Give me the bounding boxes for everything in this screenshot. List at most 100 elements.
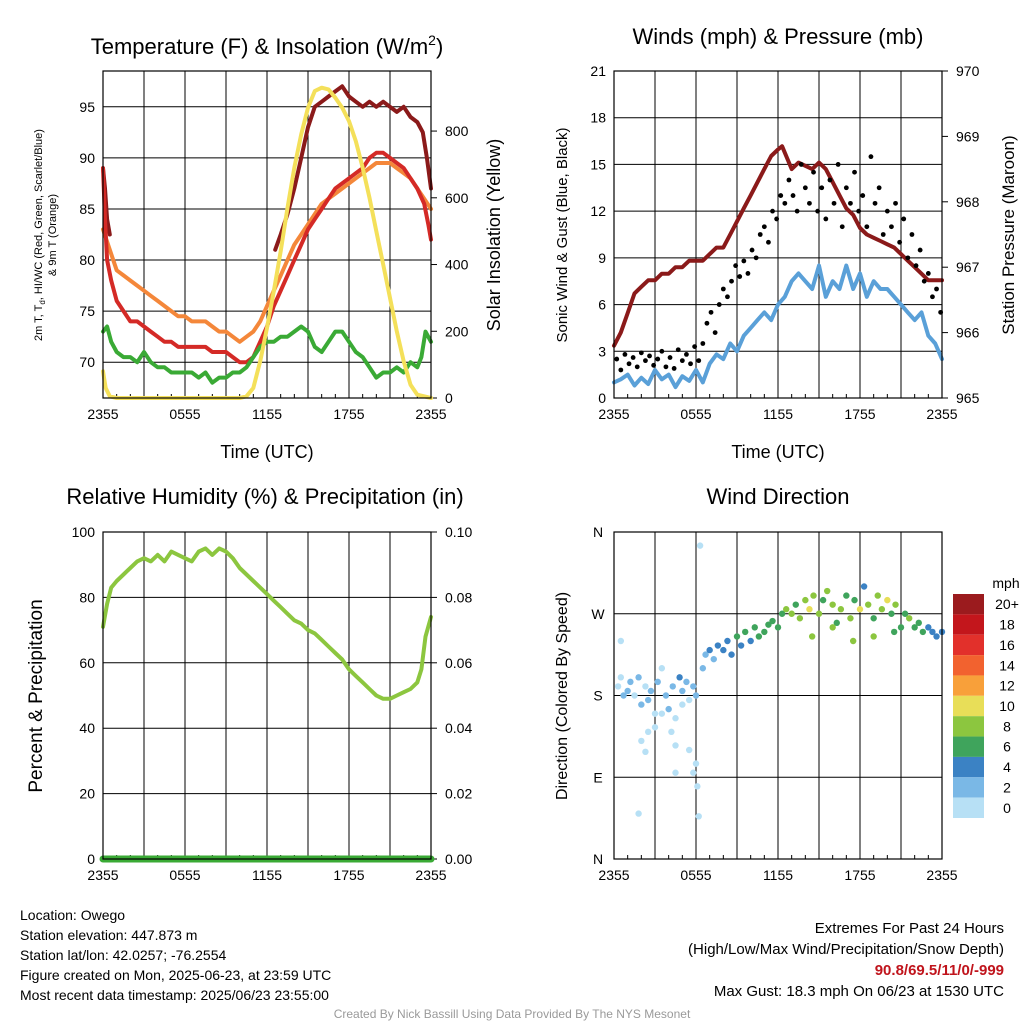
direction-point (933, 633, 940, 640)
temperature-frame (102, 70, 432, 399)
winds-ytick-label: 18 (590, 110, 606, 126)
direction-point (906, 615, 913, 622)
credit-line: Created By Nick Bassill Using Data Provi… (333, 1007, 691, 1021)
humidity-panel: Relative Humidity (%) & Precipitation (i… (26, 484, 464, 793)
colorbar-title: mph (992, 575, 1019, 591)
direction-point (733, 633, 741, 640)
winds-gust-point (729, 278, 734, 284)
winds-gust-point (889, 224, 894, 230)
winds-gust-point (720, 286, 726, 292)
winds-ytick-label: 9 (598, 250, 606, 266)
temperature-xtick-label: 2355 (415, 406, 446, 422)
humidity-ylabel-left: Percent & Precipitation (26, 599, 47, 792)
direction-point (865, 601, 872, 608)
winds-gust-point (897, 239, 903, 245)
colorbar-swatch (953, 756, 984, 778)
winds-gust-point (708, 309, 714, 315)
max-gust: Max Gust: 18.3 mph On 06/23 at 1530 UTC (713, 983, 1004, 1000)
temperature-y2tick-label: 400 (445, 257, 469, 273)
temperature-series-line (101, 150, 433, 365)
winds-gust-point (630, 355, 636, 360)
direction-point (874, 592, 881, 599)
winds-xtick-label: 1755 (844, 406, 875, 422)
winds-gust-point (741, 258, 747, 264)
humidity-ytick-label: 0 (87, 851, 95, 867)
direction-point (819, 596, 827, 604)
colorbar-label: 8 (1003, 718, 1011, 734)
winds-gust-point (852, 169, 857, 175)
temperature-y2tick-label: 200 (445, 323, 469, 339)
winds-gust-point (848, 200, 853, 206)
winds-gust-point (614, 356, 620, 362)
colorbar-label: 18 (999, 617, 1015, 633)
temperature-title-text: Temperature (F) & Insolation (W/m (91, 34, 428, 59)
direction-point (665, 705, 672, 713)
colorbar-label: 6 (1003, 739, 1011, 755)
direction-point (617, 637, 625, 645)
humidity-xtick-label: 1155 (252, 867, 282, 883)
direction-point (658, 710, 666, 717)
winds-y2tick-label: 967 (956, 259, 980, 275)
direction-ylabel-left: Direction (Colored By Speed) (554, 592, 571, 800)
temperature-ylabel-left-b: , HI/WC (Red, Green, Scarlet/Blue) (33, 129, 45, 300)
temperature-ylabel-left-2: & 9m T (Orange) (47, 194, 59, 276)
temperature-ylabel-left-a: 2m T, T (33, 304, 45, 341)
station-latlon: Station lat/lon: 42.0257; -76.2554 (20, 947, 227, 963)
direction-point (679, 701, 686, 708)
extremes-values: 90.8/69.5/11/0/-999 (874, 962, 1004, 979)
direction-point (662, 692, 670, 699)
winds-gust-point (647, 353, 652, 359)
temperature-ylabel-right: Solar Insolation (Yellow) (484, 139, 504, 331)
winds-gust-point (737, 274, 743, 279)
direction-point (802, 596, 809, 604)
direction-point (824, 587, 831, 595)
winds-xtick-label: 2355 (598, 406, 629, 422)
direction-point (847, 615, 854, 622)
direction-xtick-label: 1155 (763, 867, 793, 883)
direction-point (829, 624, 836, 631)
direction-point (911, 624, 918, 631)
direction-point (702, 651, 709, 658)
direction-point (915, 619, 922, 627)
direction-title: Wind Direction (706, 484, 849, 509)
station-info: Location: Owego Station elevation: 447.8… (20, 905, 331, 1005)
temperature-series-line (101, 324, 433, 385)
direction-point (856, 606, 864, 613)
winds-ytick-label: 12 (590, 203, 606, 219)
humidity-ytick-label: 40 (79, 720, 95, 736)
humidity-xtick-label: 2355 (87, 867, 118, 883)
winds-frame (613, 70, 943, 399)
extremes-box: Extremes For Past 24 Hours (High/Low/Max… (688, 918, 1004, 1002)
direction-point (685, 696, 693, 704)
winds-gust-point (921, 278, 927, 284)
winds-gust-point (831, 200, 837, 206)
direction-point (890, 628, 898, 636)
winds-xtick-label: 0555 (680, 406, 711, 422)
station-location: Location: Owego (20, 907, 126, 923)
winds-y2tick-label: 970 (956, 63, 980, 79)
direction-xtick-label: 2355 (598, 867, 629, 883)
direction-point (737, 642, 745, 649)
direction-ytick-label: S (593, 688, 602, 704)
winds-gust-point (733, 263, 739, 269)
figure-created: Figure created on Mon, 2025-06-23, at 23… (20, 967, 332, 983)
winds-gust-point (700, 341, 706, 346)
humidity-y2tick-label: 0.08 (445, 589, 472, 605)
winds-panel: Winds (mph) & Pressure (mb) Sonic Wind &… (554, 24, 1018, 462)
direction-point (672, 742, 679, 749)
direction-point (837, 606, 845, 613)
direction-point (714, 642, 722, 649)
direction-point (829, 601, 836, 608)
winds-gust-point (634, 364, 640, 370)
winds-gust-point (856, 208, 862, 214)
temperature-y2tick-label: 600 (445, 190, 469, 206)
winds-series-line (612, 263, 944, 390)
colorbar-swatch (953, 594, 984, 615)
winds-gust-point (860, 193, 866, 198)
winds-gust-point (679, 358, 685, 364)
winds-ytick-label: 15 (590, 156, 606, 172)
direction-point (884, 596, 891, 604)
direction-point (631, 692, 638, 699)
winds-gust-point (794, 208, 800, 214)
winds-xtick-label: 2355 (926, 406, 957, 422)
